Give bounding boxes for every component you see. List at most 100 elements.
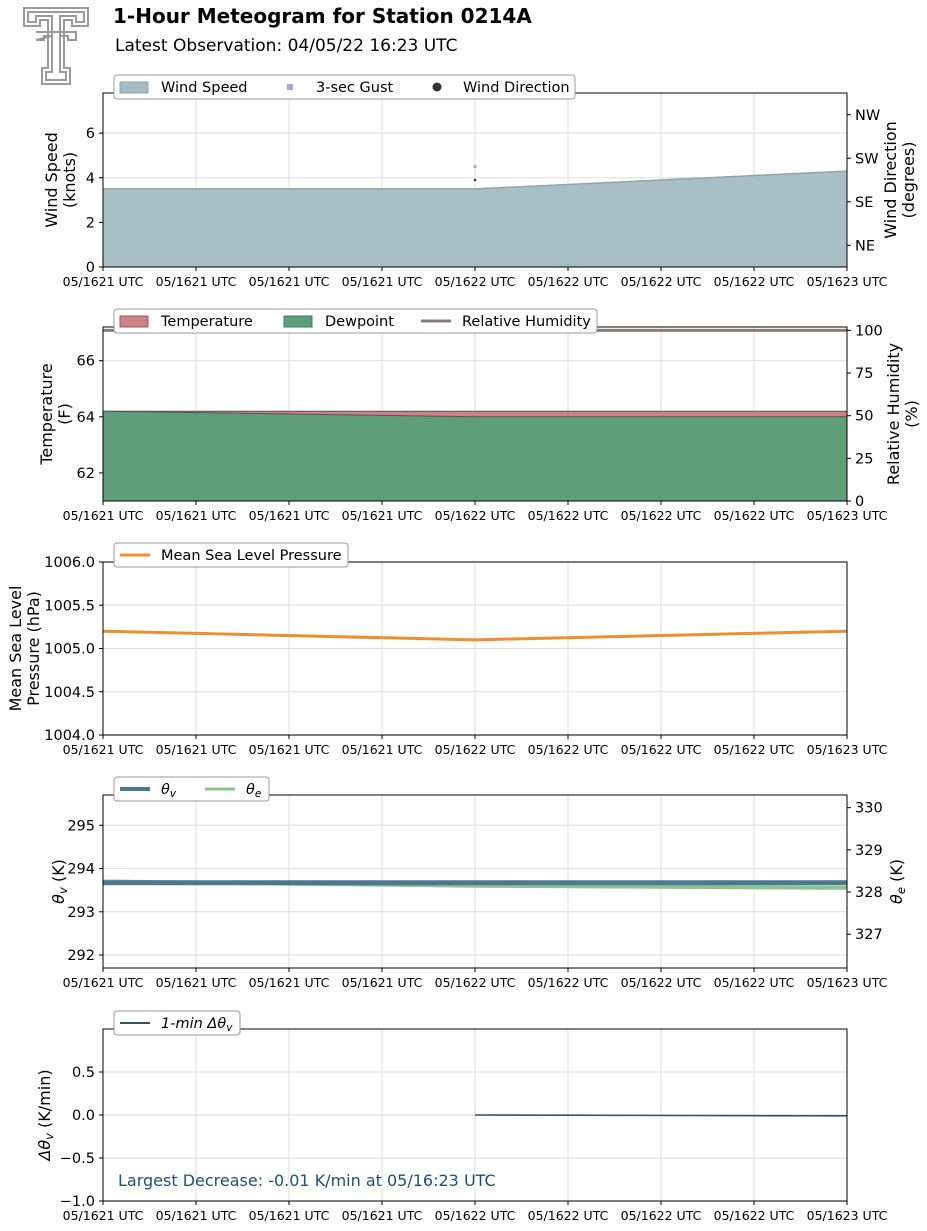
x-tick-label: 05/1622 UTC <box>435 975 516 990</box>
x-tick-label: 05/1622 UTC <box>528 274 609 289</box>
y2-tick-label: 328 <box>855 885 883 901</box>
gust-point <box>473 165 477 169</box>
theta-panel: 05/1621 UTC 05/1621 UTC 05/1621 UTC 05/1621… <box>49 776 908 990</box>
y-tick-label: 64 <box>77 410 95 426</box>
legend-label: 1-min Δθv <box>161 1016 233 1034</box>
x-tick-label: 05/1623 UTC <box>807 274 888 289</box>
wind-direction-ylabel: Wind Direction (degrees) <box>881 121 918 239</box>
x-tick-label: 05/1621 UTC <box>156 274 237 289</box>
wind-direction-point <box>473 178 477 182</box>
y2-tick-label: SE <box>855 195 873 211</box>
y2-tick-label: 327 <box>855 927 883 943</box>
legend-label: θe <box>246 782 261 800</box>
legend-box <box>113 308 598 334</box>
y-tick-label: 293 <box>67 905 95 921</box>
wind-speed-line <box>103 170 848 190</box>
legend-swatch <box>119 315 149 328</box>
x-tick-label: 05/1622 UTC <box>621 975 702 990</box>
x-tick-label: 05/1621 UTC <box>342 508 423 523</box>
y-tick-label: 0.5 <box>72 1065 95 1081</box>
y-tick-label: 66 <box>77 354 95 370</box>
x-tick-label: 05/1621 UTC <box>342 742 423 757</box>
x-tick-label: 05/1621 UTC <box>249 975 330 990</box>
legend-label: 3-sec Gust <box>316 80 393 96</box>
y-tick-label: 62 <box>77 466 95 482</box>
x-tick-label: 05/1622 UTC <box>621 1208 702 1223</box>
x-tick-label: 05/1622 UTC <box>714 742 795 757</box>
x-tick-label: 05/1621 UTC <box>63 975 144 990</box>
y-tick-label: 6 <box>86 126 95 142</box>
x-tick-label: 05/1621 UTC <box>63 1208 144 1223</box>
pressure-ylabel: Mean Sea Level Pressure (hPa) <box>6 586 43 712</box>
y-tick-label: 1004.5 <box>44 685 95 701</box>
x-tick-label: 05/1622 UTC <box>435 508 516 523</box>
y2-tick-label: 100 <box>855 323 883 339</box>
y2-tick-label: 329 <box>855 843 883 859</box>
x-tick-label: 05/1621 UTC <box>156 975 237 990</box>
x-tick-label: 05/1622 UTC <box>528 975 609 990</box>
y2-tick-label: NW <box>855 108 880 124</box>
wind-direction-ylabel-line: (degrees) <box>899 142 918 219</box>
legend-box <box>113 74 576 100</box>
temperature-ylabel: Temperature (F) <box>37 363 74 465</box>
y-tick-label: 2 <box>86 215 95 231</box>
theta-e-ylabel: θe (K) <box>887 859 908 904</box>
legend-box <box>113 1010 241 1036</box>
y2-tick-label: 330 <box>855 801 883 817</box>
x-tick-label: 05/1621 UTC <box>342 975 423 990</box>
wind-direction-ylabel-line: Wind Direction <box>881 121 900 239</box>
temperature-ylabel-line: Temperature <box>37 363 56 465</box>
legend-swatch <box>287 84 293 90</box>
y-tick-label: 294 <box>67 862 95 878</box>
x-tick-label: 05/1623 UTC <box>807 508 888 523</box>
mslp-line <box>102 629 848 642</box>
x-tick-label: 05/1622 UTC <box>528 508 609 523</box>
x-tick-label: 05/1621 UTC <box>249 1208 330 1223</box>
x-tick-label: 05/1621 UTC <box>63 274 144 289</box>
x-tick-label: 05/1622 UTC <box>435 274 516 289</box>
x-tick-label: 05/1621 UTC <box>342 1208 423 1223</box>
y-tick-label: −0.5 <box>60 1151 95 1167</box>
y2-tick-label: 50 <box>855 409 873 425</box>
legend-label: Wind Direction <box>463 80 570 96</box>
x-tick-label: 05/1623 UTC <box>807 975 888 990</box>
y-tick-label: −1.0 <box>60 1194 95 1210</box>
dewpoint-area <box>103 411 847 501</box>
x-tick-label: 05/1623 UTC <box>807 1208 888 1223</box>
x-tick-label: 05/1621 UTC <box>156 742 237 757</box>
y-tick-label: 4 <box>86 171 95 187</box>
theta-v-ylabel-line: θv (K) <box>49 859 70 904</box>
x-tick-label: 05/1622 UTC <box>435 742 516 757</box>
pressure-ylabel-line: Pressure (hPa) <box>24 591 43 706</box>
y-tick-label: 1006.0 <box>44 555 95 571</box>
theta-v-ylabel: θv (K) <box>49 859 70 904</box>
x-tick-label: 05/1622 UTC <box>714 508 795 523</box>
y-tick-label: 0 <box>86 260 95 276</box>
x-tick-label: 05/1622 UTC <box>714 1208 795 1223</box>
x-tick-label: 05/1621 UTC <box>156 508 237 523</box>
largest-decrease-annotation: Largest Decrease: -0.01 K/min at 05/16:2… <box>118 1171 496 1190</box>
legend-label: Wind Speed <box>161 80 248 96</box>
x-tick-label: 05/1621 UTC <box>249 508 330 523</box>
x-tick-label: 05/1622 UTC <box>621 508 702 523</box>
pressure-panel: 05/1621 UTC 05/1621 UTC 05/1621 UTC 05/1621… <box>6 542 888 757</box>
y-tick-label: 295 <box>67 818 95 834</box>
x-tick-label: 05/1622 UTC <box>714 975 795 990</box>
legend-label: Relative Humidity <box>462 314 591 330</box>
dtheta-panel: 05/1621 UTC 05/1621 UTC 05/1621 UTC 05/1621… <box>35 1010 888 1223</box>
y2-tick-label: NE <box>855 238 875 254</box>
y-tick-label: 1005.5 <box>44 598 95 614</box>
y-tick-label: 1005.0 <box>44 642 95 658</box>
x-tick-label: 05/1622 UTC <box>621 742 702 757</box>
x-tick-label: 05/1622 UTC <box>714 274 795 289</box>
legend-label: Dewpoint <box>325 314 394 330</box>
page-title: 1-Hour Meteogram for Station 0214A <box>113 4 532 28</box>
wind-panel: 05/1621 UTC 05/1621 UTC 05/1621 UTC 05/1621… <box>42 74 918 289</box>
humidity-ylabel: Relative Humidity (%) <box>884 343 921 485</box>
x-tick-label: 05/1621 UTC <box>249 742 330 757</box>
y-tick-label: 292 <box>67 948 95 964</box>
x-tick-label: 05/1621 UTC <box>249 274 330 289</box>
legend-box <box>113 776 270 802</box>
legend-label: θv <box>161 782 177 800</box>
